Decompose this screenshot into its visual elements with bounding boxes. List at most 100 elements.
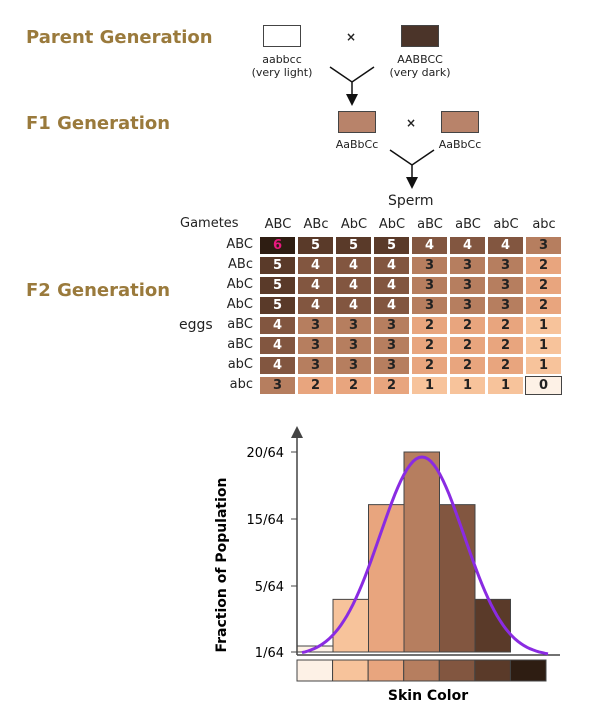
punnett-cell: 2	[487, 336, 524, 355]
f2-generation-label: F2 Generation	[26, 280, 171, 301]
gamete-column-header: abC	[493, 217, 519, 232]
punnett-cell: 4	[487, 236, 524, 255]
punnett-cell: 5	[335, 236, 372, 255]
punnett-cell: 4	[259, 356, 296, 375]
punnett-cell: 3	[449, 256, 486, 275]
punnett-cell: 3	[487, 276, 524, 295]
punnett-cell: 4	[297, 256, 334, 275]
punnett-cell: 2	[525, 276, 562, 295]
gamete-row-label: aBC	[227, 337, 253, 352]
y-tick-label: 15/64	[247, 513, 284, 528]
y-tick-label: 1/64	[255, 646, 284, 661]
gamete-column-header: AbC	[378, 217, 406, 232]
punnett-cell: 2	[297, 376, 334, 395]
skin-color-swatch	[474, 659, 511, 682]
punnett-cell: 3	[411, 296, 448, 315]
punnett-cell: 3	[487, 256, 524, 275]
punnett-cell: 2	[487, 316, 524, 335]
punnett-cell: 3	[411, 256, 448, 275]
gamete-row-label: ABC	[226, 237, 253, 252]
f1-cross-symbol: ×	[406, 116, 417, 130]
punnett-cell: 3	[335, 316, 372, 335]
skin-color-swatch	[296, 659, 334, 682]
punnett-cell: 4	[373, 296, 410, 315]
sperm-label: Sperm	[388, 193, 434, 209]
gamete-column-header: ABC	[264, 217, 292, 232]
punnett-cell: 3	[487, 296, 524, 315]
punnett-cell: 3	[449, 276, 486, 295]
punnett-cell: 4	[259, 336, 296, 355]
punnett-cell: 2	[411, 356, 448, 375]
gamete-column-header: aBC	[455, 217, 481, 232]
punnett-cell: 3	[297, 316, 334, 335]
skin-color-swatch	[438, 659, 476, 682]
punnett-cell: 3	[373, 356, 410, 375]
gamete-row-label: AbC	[226, 277, 253, 292]
gamete-row-label: aBC	[227, 317, 253, 332]
punnett-cell: 5	[373, 236, 410, 255]
punnett-cell: 3	[297, 356, 334, 375]
punnett-cell: 4	[297, 276, 334, 295]
punnett-cell: 1	[525, 356, 562, 375]
punnett-cell: 4	[297, 296, 334, 315]
gamete-row-label: abC	[227, 357, 253, 372]
very-dark-swatch	[401, 25, 439, 47]
parent-generation-label: Parent Generation	[26, 27, 213, 48]
punnett-cell: 2	[335, 376, 372, 395]
punnett-cell: 5	[297, 236, 334, 255]
f1-left-genotype: AaBbCc	[335, 138, 379, 151]
normal-distribution-curve	[301, 455, 549, 656]
punnett-cell: 4	[335, 296, 372, 315]
gamete-row-label: AbC	[226, 297, 253, 312]
punnett-cell: 3	[373, 336, 410, 355]
punnett-cell: 2	[449, 356, 486, 375]
y-tick-label: 20/64	[247, 446, 284, 461]
punnett-cell: 1	[525, 316, 562, 335]
punnett-cell: 2	[411, 316, 448, 335]
punnett-cell: 3	[449, 296, 486, 315]
f1-right-genotype: AaBbCc	[438, 138, 482, 151]
f1-cross-arrow	[389, 149, 435, 183]
punnett-cell: 3	[335, 336, 372, 355]
punnett-cell: 0	[525, 376, 562, 395]
histogram-bar	[368, 504, 405, 653]
punnett-cell: 3	[259, 376, 296, 395]
histogram-bar	[403, 451, 440, 653]
punnett-cell: 4	[411, 236, 448, 255]
punnett-cell: 4	[373, 256, 410, 275]
skin-color-swatch	[509, 659, 547, 682]
y-tick-label: 5/64	[255, 580, 284, 595]
gamete-column-header: AbC	[340, 217, 368, 232]
punnett-cell: 2	[525, 296, 562, 315]
punnett-cell: 2	[449, 316, 486, 335]
punnett-cell: 2	[373, 376, 410, 395]
punnett-cell: 1	[411, 376, 448, 395]
skin-color-swatch	[403, 659, 440, 682]
punnett-cell: 4	[335, 276, 372, 295]
punnett-cell: 3	[373, 316, 410, 335]
punnett-cell: 3	[297, 336, 334, 355]
very-light-swatch	[263, 25, 301, 47]
histogram-bar	[439, 504, 476, 653]
parent-right-genotype: AABBCC (very dark)	[389, 53, 451, 79]
punnett-cell: 5	[259, 276, 296, 295]
gamete-column-header: abc	[532, 217, 556, 232]
punnett-cell: 3	[525, 236, 562, 255]
punnett-cell: 6	[259, 236, 296, 255]
parent-cross-symbol: ×	[346, 30, 357, 44]
punnett-cell: 5	[259, 256, 296, 275]
punnett-cell: 1	[525, 336, 562, 355]
f1-left-swatch	[338, 111, 376, 133]
punnett-cell: 4	[335, 256, 372, 275]
f1-generation-label: F1 Generation	[26, 113, 171, 134]
punnett-cell: 1	[487, 376, 524, 395]
punnett-cell: 5	[259, 296, 296, 315]
skin-color-swatch	[367, 659, 405, 682]
punnett-cell: 3	[335, 356, 372, 375]
eggs-label: eggs	[179, 317, 213, 333]
gamete-column-header: ABc	[303, 217, 329, 232]
punnett-cell: 4	[259, 316, 296, 335]
punnett-cell: 2	[487, 356, 524, 375]
